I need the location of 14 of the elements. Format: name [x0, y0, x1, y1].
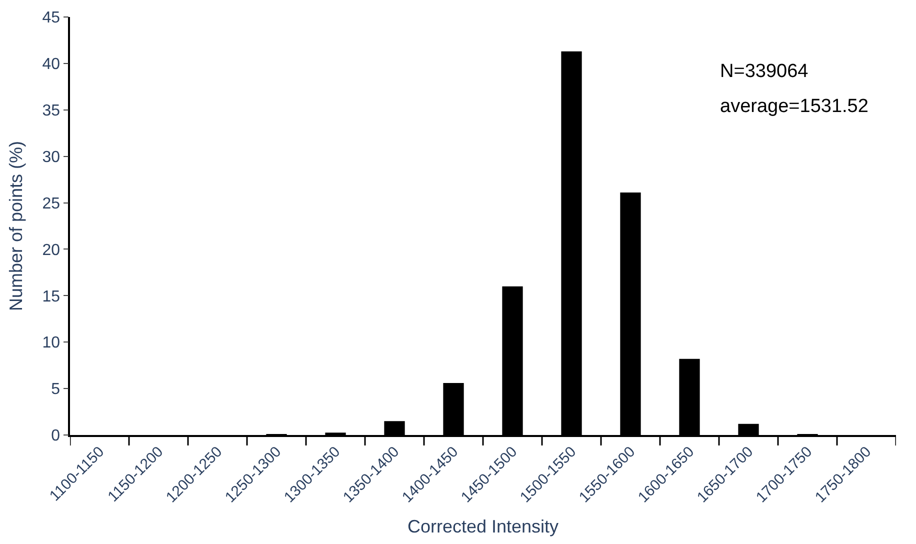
y-tick-label: 25	[42, 195, 60, 212]
annotation: N=339064	[720, 61, 809, 82]
x-axis-title: Corrected Intensity	[407, 516, 559, 537]
y-tick-label: 30	[42, 148, 60, 166]
y-axis-title: Number of points (%)	[6, 140, 26, 312]
y-tick-label: 45	[42, 10, 60, 27]
annotation: average=1531.52	[720, 96, 868, 117]
y-tick-label: 15	[42, 288, 60, 306]
y-tick-label: 20	[42, 242, 60, 259]
y-tick-label: 0	[51, 428, 60, 445]
y-tick-label: 40	[42, 56, 60, 74]
y-tick-label: 10	[42, 334, 60, 352]
y-tick-label: 5	[51, 381, 60, 398]
y-tick-label: 35	[42, 102, 60, 120]
